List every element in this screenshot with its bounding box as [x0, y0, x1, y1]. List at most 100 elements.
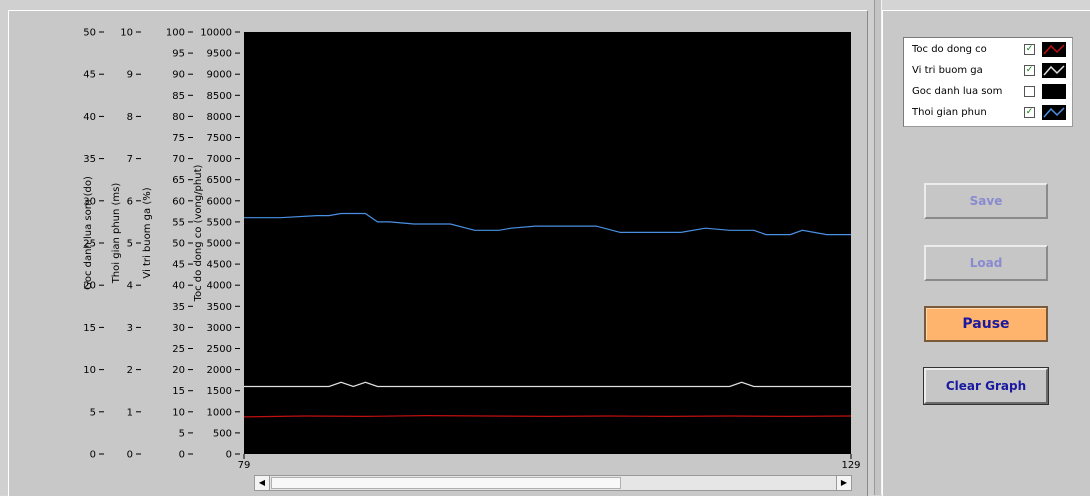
legend-row-toc-do: Toc do dong co ✓ — [904, 40, 1072, 60]
y-tick-label: 8000 — [207, 112, 232, 123]
y-axis-title: Vi tri buom ga (%) — [142, 187, 153, 278]
y-tick-label: 3 — [127, 323, 133, 334]
panel-divider — [874, 0, 882, 495]
y-tick-label: 500 — [213, 428, 232, 439]
save-button[interactable]: Save — [924, 183, 1048, 219]
scroll-thumb[interactable] — [271, 477, 621, 489]
plot-area — [244, 32, 851, 454]
y-tick-label: 55 — [172, 217, 185, 228]
y-tick-label: 2500 — [207, 344, 232, 355]
y-tick-label: 6000 — [207, 196, 232, 207]
y-tick-label: 1000 — [207, 407, 232, 418]
y-tick-label: 4 — [127, 281, 133, 292]
x-scrollbar[interactable]: ◀ ▶ — [254, 475, 852, 491]
y-tick-label: 15 — [83, 323, 96, 334]
y-tick-label: 10 — [172, 407, 185, 418]
y-tick-label: 8 — [127, 112, 133, 123]
y-tick-label: 35 — [83, 154, 96, 165]
scroll-left-arrow-icon[interactable]: ◀ — [255, 476, 270, 490]
legend-label: Goc danh lua som — [912, 86, 1003, 97]
plot-legend: Toc do dong co ✓ Vi tri buom ga ✓ Goc da… — [903, 37, 1073, 127]
y-tick-label: 0 — [90, 450, 96, 461]
y-tick-label: 5 — [179, 428, 185, 439]
legend-label: Toc do dong co — [912, 44, 987, 55]
legend-swatch-icon[interactable] — [1042, 63, 1066, 78]
y-tick-label: 7000 — [207, 154, 232, 165]
legend-swatch-icon[interactable] — [1042, 42, 1066, 57]
pause-button[interactable]: Pause — [924, 306, 1048, 342]
y-tick-label: 8500 — [207, 91, 232, 102]
y-tick-label: 100 — [166, 28, 185, 39]
y-tick-label: 80 — [172, 112, 185, 123]
y-tick-label: 90 — [172, 70, 185, 81]
y-tick-label: 20 — [83, 281, 96, 292]
y-tick-label: 5 — [90, 407, 96, 418]
y-tick-label: 6 — [127, 196, 133, 207]
y-tick-label: 25 — [172, 344, 185, 355]
legend-row-thoi-gian: Thoi gian phun ✓ — [904, 103, 1072, 123]
y-tick-label: 45 — [83, 70, 96, 81]
y-tick-label: 2 — [127, 365, 133, 376]
y-tick-label: 9 — [127, 70, 133, 81]
y-tick-label: 2000 — [207, 365, 232, 376]
y-tick-label: 40 — [83, 112, 96, 123]
series-line — [244, 381, 851, 388]
legend-swatch-icon[interactable] — [1042, 84, 1066, 99]
y-tick-label: 7500 — [207, 133, 232, 144]
y-tick-label: 7 — [127, 154, 133, 165]
y-tick-label: 5500 — [207, 217, 232, 228]
y-tick-label: 95 — [172, 49, 185, 60]
y-tick-label: 0 — [127, 450, 133, 461]
legend-label: Vi tri buom ga — [912, 65, 983, 76]
y-tick-label: 9000 — [207, 70, 232, 81]
y-tick-label: 10000 — [200, 28, 232, 39]
y-tick-label: 50 — [83, 28, 96, 39]
legend-row-vi-tri: Vi tri buom ga ✓ — [904, 61, 1072, 81]
y-tick-label: 60 — [172, 196, 185, 207]
y-tick-label: 20 — [172, 365, 185, 376]
legend-row-goc-danh: Goc danh lua som — [904, 82, 1072, 102]
y-tick-label: 30 — [83, 196, 96, 207]
y-tick-label: 65 — [172, 175, 185, 186]
y-tick-label: 25 — [83, 239, 96, 250]
legend-checkbox[interactable]: ✓ — [1024, 65, 1035, 76]
series-line — [243, 414, 852, 418]
y-tick-label: 45 — [172, 260, 185, 271]
x-tick-label: 129 — [841, 460, 860, 471]
y-tick-label: 1500 — [207, 386, 232, 397]
load-button[interactable]: Load — [924, 245, 1048, 281]
y-tick-label: 15 — [172, 386, 185, 397]
y-tick-label: 5000 — [207, 239, 232, 250]
y-tick-label: 4000 — [207, 281, 232, 292]
y-tick-label: 0 — [179, 450, 185, 461]
y-tick-label: 1 — [127, 407, 133, 418]
y-axis-title: Goc danh lua som (do) — [83, 176, 94, 290]
legend-label: Thoi gian phun — [912, 107, 987, 118]
y-tick-label: 4500 — [207, 260, 232, 271]
legend-checkbox[interactable]: ✓ — [1024, 44, 1035, 55]
y-axis-title: Thoi gian phun (ms) — [111, 183, 122, 285]
y-tick-label: 85 — [172, 91, 185, 102]
y-tick-label: 30 — [172, 323, 185, 334]
x-tick-label: 79 — [238, 460, 251, 471]
y-tick-label: 50 — [172, 239, 185, 250]
series-line — [244, 212, 851, 236]
y-tick-label: 75 — [172, 133, 185, 144]
y-tick-label: 3500 — [207, 302, 232, 313]
y-tick-label: 5 — [127, 239, 133, 250]
legend-checkbox[interactable]: ✓ — [1024, 107, 1035, 118]
y-tick-label: 10 — [83, 365, 96, 376]
y-tick-label: 40 — [172, 281, 185, 292]
y-tick-label: 70 — [172, 154, 185, 165]
clear-graph-button[interactable]: Clear Graph — [924, 368, 1048, 404]
y-tick-label: 35 — [172, 302, 185, 313]
scroll-right-arrow-icon[interactable]: ▶ — [836, 476, 851, 490]
legend-checkbox[interactable] — [1024, 86, 1035, 97]
y-axis-title: Toc do dong co (vong/phut) — [193, 164, 204, 302]
legend-swatch-icon[interactable] — [1042, 105, 1066, 120]
y-tick-label: 9500 — [207, 49, 232, 60]
y-tick-label: 10 — [120, 28, 133, 39]
y-tick-label: 0 — [226, 450, 232, 461]
y-tick-label: 3000 — [207, 323, 232, 334]
